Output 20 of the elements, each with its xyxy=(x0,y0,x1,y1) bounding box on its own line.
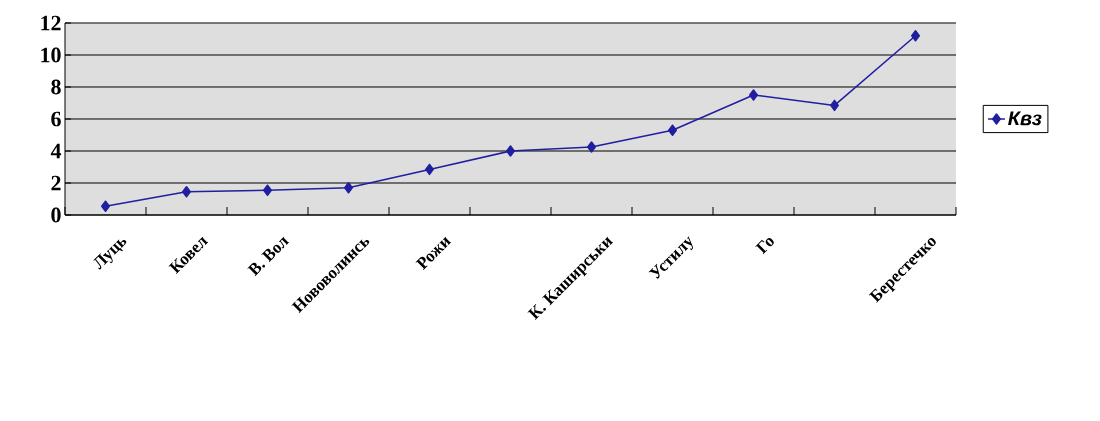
y-tick-label: 2 xyxy=(51,175,61,191)
point xyxy=(344,182,353,194)
point xyxy=(668,124,678,136)
point xyxy=(101,200,110,212)
point xyxy=(506,145,515,157)
point xyxy=(830,99,840,112)
y-tick-label: 0 xyxy=(51,207,61,223)
point xyxy=(182,186,191,198)
y-tick-label: 12 xyxy=(41,15,61,31)
point xyxy=(911,30,921,42)
x-tick-label: В. Вол xyxy=(247,236,290,277)
y-tick-label: 4 xyxy=(50,143,62,159)
point xyxy=(263,184,272,196)
y-tick-label: 6 xyxy=(51,111,61,127)
x-tick-label: Го xyxy=(755,238,774,255)
legend-label: Квз xyxy=(1008,111,1042,126)
point xyxy=(587,141,597,153)
y-tick-label: 10 xyxy=(41,47,61,63)
y-tick-label: 8 xyxy=(51,79,61,95)
point xyxy=(749,89,759,101)
